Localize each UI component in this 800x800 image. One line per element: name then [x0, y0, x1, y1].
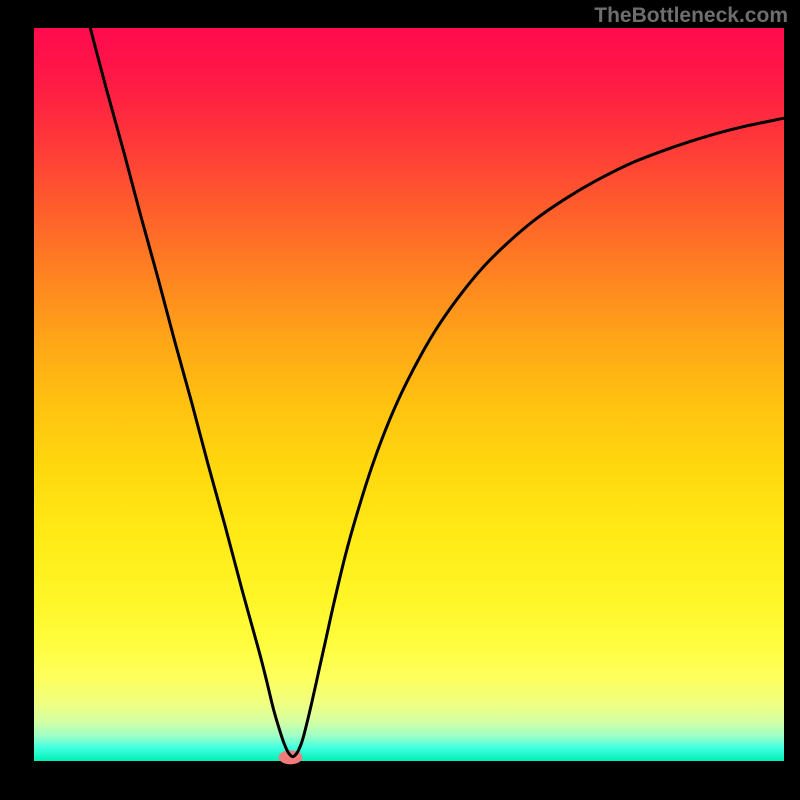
bottleneck-chart: TheBottleneck.com — [0, 0, 800, 800]
plot-background — [34, 28, 784, 761]
watermark-text: TheBottleneck.com — [594, 4, 788, 28]
chart-svg — [0, 0, 800, 800]
